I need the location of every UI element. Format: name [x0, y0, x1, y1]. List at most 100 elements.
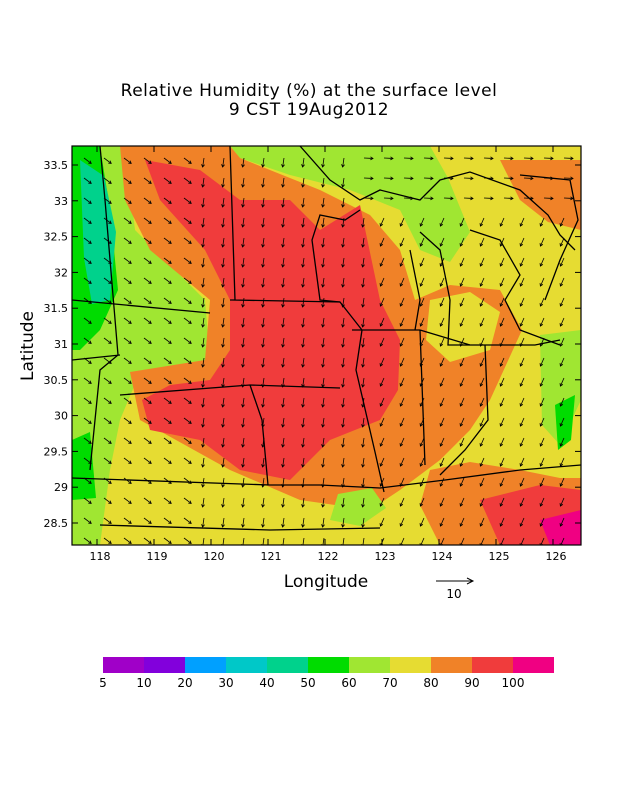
wind-arrow [419, 517, 425, 527]
wind-arrow [83, 497, 92, 504]
wind-arrow [103, 337, 112, 344]
wind-arrow [361, 497, 365, 508]
wind-arrow [519, 337, 525, 347]
wind-arrow [361, 417, 365, 428]
wind-arrow [83, 457, 92, 464]
wind-arrow [519, 397, 525, 407]
wind-arrow [321, 177, 325, 188]
wind-arrow [261, 477, 265, 488]
wind-arrow [143, 197, 152, 204]
wind-arrow [483, 196, 494, 201]
wind-arrow [281, 217, 285, 228]
x-axis: 118 119 120 121 122 123 124 125 126 [90, 146, 567, 563]
wind-arrow [241, 257, 245, 268]
wind-arrow [261, 397, 265, 408]
colorbar-swatch [513, 657, 554, 673]
wind-arrow [281, 237, 285, 248]
wind-arrow [321, 517, 325, 528]
wind-arrow [123, 537, 132, 544]
wind-arrow [183, 497, 192, 504]
wind-arrow [463, 196, 474, 201]
wind-arrow [103, 417, 112, 424]
y-axis: 33.5 33 32.5 32 31.5 31 30.5 30 29.5 29 28.5 [44, 159, 581, 530]
wind-arrow [459, 377, 465, 387]
wind-arrow [103, 237, 112, 244]
wind-arrow [439, 317, 445, 327]
wind-arrow [163, 297, 172, 304]
wind-arrow [363, 176, 374, 181]
wind-arrow [321, 437, 325, 448]
wind-arrow [183, 297, 192, 304]
wind-arrow [123, 377, 132, 384]
wind-arrow [399, 237, 405, 247]
wind-arrow [399, 337, 405, 347]
wind-arrow [543, 176, 554, 181]
wind-arrow [479, 457, 485, 467]
wind-arrow [241, 317, 245, 328]
colorbar-swatch [226, 657, 267, 673]
wind-arrow [221, 257, 225, 268]
wind-arrow [183, 397, 192, 404]
wind-arrow [361, 377, 365, 388]
wind-arrow [123, 317, 132, 324]
wind-arrow [379, 297, 385, 307]
wind-arrow [559, 357, 565, 367]
wind-arrow [403, 196, 414, 201]
wind-arrow [261, 437, 265, 448]
wind-arrow [559, 337, 565, 347]
wind-arrow [503, 196, 514, 201]
wind-arrow [361, 537, 365, 545]
wind-arrow [201, 217, 205, 228]
wind-arrow [143, 417, 152, 424]
wind-arrow [281, 537, 285, 545]
wind-arrow [321, 377, 325, 388]
wind-arrow [403, 156, 414, 161]
wind-arrow [123, 277, 132, 284]
wind-arrow [183, 517, 192, 524]
wind-arrow [103, 217, 112, 224]
wind-arrow [241, 177, 245, 188]
colorbar-label: 70 [382, 676, 397, 690]
wind-arrow [281, 157, 285, 168]
wind-arrow [201, 457, 205, 468]
wind-arrow [499, 477, 505, 487]
wind-arrow [301, 197, 305, 208]
wind-arrow [499, 217, 505, 227]
wind-arrow [241, 197, 245, 208]
wind-arrow [123, 297, 132, 304]
wind-arrow [201, 537, 205, 545]
wind-arrow [479, 257, 485, 267]
wind-arrow [419, 297, 425, 307]
wind-arrow [261, 197, 265, 208]
y-tick-label: 33.5 [44, 159, 69, 172]
wind-arrow [399, 277, 405, 287]
wind-arrow [221, 357, 225, 368]
wind-arrow [281, 437, 285, 448]
wind-arrow [103, 297, 112, 304]
wind-arrow [519, 237, 525, 247]
wind-arrow [559, 457, 565, 467]
wind-arrow [83, 397, 92, 404]
wind-arrow [439, 377, 445, 387]
wind-arrow [539, 457, 545, 467]
wind-arrow [163, 257, 172, 264]
wind-arrow [519, 217, 525, 227]
wind-arrow [261, 237, 265, 248]
wind-arrow [419, 437, 425, 447]
wind-arrow [423, 196, 434, 201]
wind-arrow [341, 477, 345, 488]
wind-arrow [361, 437, 365, 448]
wind-arrow [539, 217, 545, 227]
wind-arrow [221, 457, 225, 468]
wind-arrow [103, 197, 112, 204]
wind-arrow [123, 337, 132, 344]
wind-arrow [321, 457, 325, 468]
wind-arrow [143, 497, 152, 504]
wind-arrow [143, 277, 152, 284]
wind-arrow [361, 477, 365, 488]
wind-arrow [341, 217, 345, 228]
wind-arrow [539, 297, 545, 307]
wind-arrow [103, 157, 112, 164]
wind-arrow [499, 237, 505, 247]
wind-arrow [423, 156, 434, 161]
